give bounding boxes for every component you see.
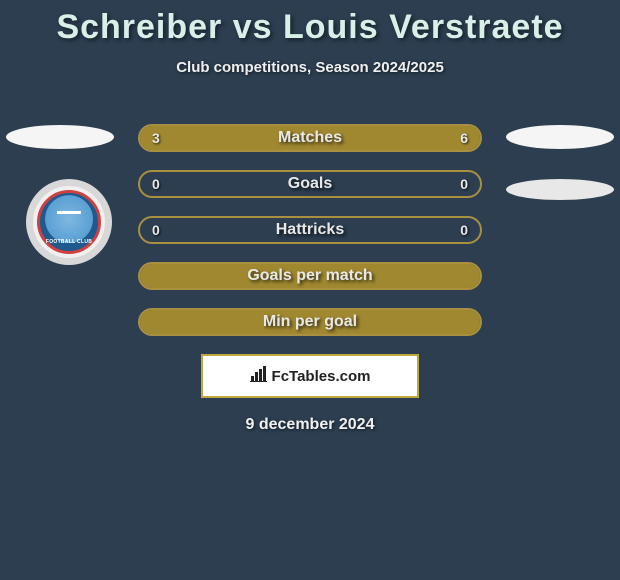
club-logo-inner <box>37 190 101 254</box>
stat-value-right: 0 <box>460 176 468 192</box>
team-badge-right-2-placeholder <box>506 179 614 200</box>
stat-row-hattricks: 0 Hattricks 0 <box>138 216 482 244</box>
page-title: Schreiber vs Louis Verstraete <box>0 0 620 47</box>
stat-row-matches: 3 Matches 6 <box>138 124 482 152</box>
stat-row-mpg: Min per goal <box>138 308 482 336</box>
stat-label: Goals <box>140 175 480 193</box>
stat-label: Matches <box>140 129 480 147</box>
subtitle: Club competitions, Season 2024/2025 <box>0 59 620 76</box>
date-text: 9 december 2024 <box>0 416 620 434</box>
club-logo <box>26 179 112 265</box>
stat-label: Goals per match <box>140 267 480 285</box>
team-badge-left-placeholder <box>6 125 114 149</box>
brand-box[interactable]: FcTables.com <box>201 354 419 398</box>
stat-value-right: 6 <box>460 130 468 146</box>
stat-label: Hattricks <box>140 221 480 239</box>
stat-label: Min per goal <box>140 313 480 331</box>
stats-container: 3 Matches 6 0 Goals 0 0 Hattricks 0 Goal… <box>138 124 482 336</box>
team-badge-right-placeholder <box>506 125 614 149</box>
stat-row-gpm: Goals per match <box>138 262 482 290</box>
stat-value-right: 0 <box>460 222 468 238</box>
brand-text: FcTables.com <box>272 368 371 385</box>
stat-row-goals: 0 Goals 0 <box>138 170 482 198</box>
chart-icon <box>250 366 268 387</box>
